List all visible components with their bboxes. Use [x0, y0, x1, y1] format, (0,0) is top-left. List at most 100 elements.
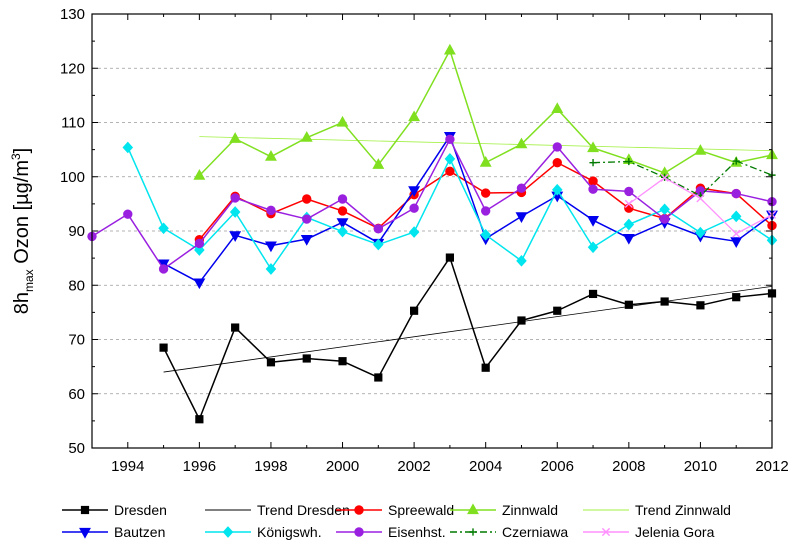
point-eisenhst-2003	[445, 134, 455, 145]
point-konigswh-2002	[408, 226, 420, 238]
legend-marker-czerniawa	[469, 528, 477, 536]
point-jelenia-gora-2009	[660, 173, 669, 182]
legend-label-zinnwald: Zinnwald	[502, 502, 558, 518]
point-jelenia-gora-2008	[624, 199, 633, 208]
x-tick-label-2004: 2004	[469, 458, 502, 475]
point-zinnwald-2003	[443, 43, 456, 55]
legend-marker-konigswh	[222, 526, 234, 538]
point-konigswh-2010	[695, 226, 706, 239]
point-bautzen-2011	[730, 237, 743, 248]
point-spreewald-2006	[552, 157, 562, 168]
point-zinnwald-1997	[229, 132, 242, 143]
series-dresden	[159, 253, 777, 424]
legend-marker-eisenhst	[354, 527, 364, 537]
y-tick-label-130: 130	[60, 6, 85, 23]
point-bautzen-2000	[336, 218, 349, 229]
point-eisenhst-2004	[480, 206, 491, 216]
point-dresden-2009	[660, 297, 669, 306]
point-eisenhst-2001	[373, 224, 384, 234]
y-tick-label-60: 60	[68, 386, 85, 403]
point-dresden-2001	[374, 373, 383, 382]
point-spreewald-2003	[445, 166, 455, 177]
legend-marker-dresden	[80, 505, 90, 515]
series-trend-zinnwald	[199, 136, 773, 152]
legend-label-trend-dresden: Trend Dresden	[257, 502, 350, 518]
x-tick-label-2008: 2008	[612, 458, 645, 475]
point-dresden-2003	[445, 253, 454, 262]
legend-label-czerniawa: Czerniawa	[502, 524, 568, 540]
point-konigswh-2000	[337, 225, 348, 238]
series-line-spreewald	[198, 161, 773, 241]
x-tick-label-1998: 1998	[254, 458, 287, 475]
series-line-dresden	[162, 256, 773, 420]
point-bautzen-1998	[264, 241, 277, 253]
point-dresden-2010	[696, 301, 705, 310]
point-zinnwald-2006	[551, 102, 564, 114]
series-konigswh	[122, 141, 778, 275]
legend-marker-jelenia-gora	[601, 527, 611, 537]
point-konigswh-2003	[444, 153, 456, 165]
legend-item-spreewald: Spreewald	[336, 502, 454, 518]
point-konigswh-2006	[551, 183, 563, 196]
legend-marker-zinnwald	[467, 503, 479, 515]
point-bautzen-2002	[408, 186, 421, 197]
x-axis: 1994 1996 1998 2000 2002 2004 2006 2008 2010 2012	[91, 14, 789, 475]
point-dresden-1998	[266, 358, 276, 367]
point-zinnwald-1996	[193, 169, 206, 180]
series-eisenhst	[87, 134, 777, 274]
point-jelenia-gora-2011	[732, 229, 741, 238]
y-tick-label-100: 100	[60, 169, 85, 186]
point-zinnwald-2001	[372, 158, 385, 169]
y-tick-label-70: 70	[68, 332, 85, 349]
x-tick-label-1996: 1996	[183, 458, 216, 475]
point-zinnwald-2002	[408, 110, 421, 122]
point-bautzen-2007	[587, 216, 600, 227]
series-line-czerniawa	[593, 160, 773, 197]
legend-label-trend-zinnwald: Trend Zinnwald	[635, 502, 731, 518]
point-czerniawa-2011	[732, 157, 740, 165]
point-dresden-1997	[231, 323, 240, 332]
series-line-trend-zinnwald	[199, 136, 773, 152]
point-zinnwald-2005	[515, 137, 528, 149]
x-tick-label-1994: 1994	[111, 458, 144, 475]
trend-lines	[163, 136, 773, 373]
x-tick-label-2000: 2000	[326, 458, 359, 475]
point-dresden-2008	[624, 300, 633, 309]
legend-item-jelenia-gora: Jelenia Gora	[583, 524, 715, 540]
point-konigswh-1995	[158, 222, 169, 235]
series-line-trend-dresden	[163, 285, 773, 373]
point-czerniawa-2007	[589, 159, 597, 167]
point-bautzen-1996	[193, 278, 206, 290]
legend-label-bautzen: Bautzen	[114, 524, 165, 540]
point-dresden-2002	[410, 306, 419, 315]
point-spreewald-1999	[302, 194, 312, 204]
point-konigswh-2007	[587, 241, 599, 254]
point-eisenhst-2000	[337, 194, 348, 204]
point-eisenhst-2005	[516, 183, 527, 193]
legend-label-dresden: Dresden	[114, 502, 167, 518]
x-tick-label-2006: 2006	[541, 458, 574, 475]
point-dresden-1995	[159, 343, 168, 352]
point-dresden-2006	[553, 306, 562, 315]
point-zinnwald-2010	[694, 144, 707, 155]
y-title-rest: Ozon [µg/m	[11, 160, 33, 269]
point-zinnwald-2004	[479, 156, 492, 167]
point-bautzen-2008	[622, 233, 635, 245]
point-dresden-2004	[481, 363, 490, 372]
legend-item-czerniawa: Czerniawa	[450, 524, 568, 540]
point-eisenhst-2011	[731, 188, 741, 199]
point-eisenhst-2009	[659, 214, 670, 224]
legend-item-trend-dresden: Trend Dresden	[205, 502, 350, 518]
point-konigswh-1997	[229, 206, 241, 218]
legend-item-bautzen: Bautzen	[62, 524, 165, 540]
point-eisenhst-1995	[158, 264, 169, 274]
legend-item-dresden: Dresden	[62, 502, 167, 518]
point-zinnwald-2007	[587, 141, 600, 153]
point-zinnwald-1999	[300, 131, 313, 142]
series-zinnwald	[193, 43, 778, 180]
y-title-sub: max	[22, 269, 36, 292]
data-series	[87, 43, 778, 424]
y-tick-label-90: 90	[68, 223, 85, 240]
series-czerniawa	[589, 157, 776, 200]
